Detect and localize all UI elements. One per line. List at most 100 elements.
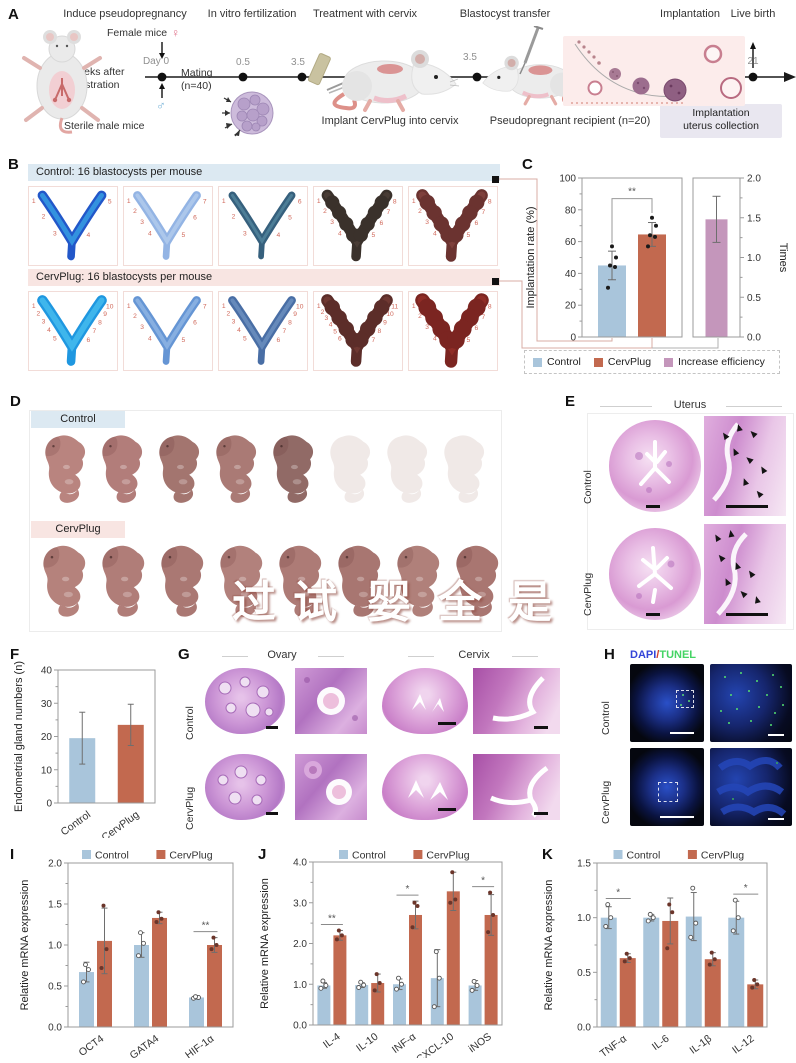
svg-text:40: 40 [565,269,577,280]
legend-label-efficiency: Increase efficiency [678,356,765,368]
svg-text:CervPlug: CervPlug [169,850,212,862]
control-group-header-text: Control: 16 blastocysts per mouse [36,166,203,178]
scale-bar [438,808,456,811]
scale-bar [726,505,768,508]
tunel-positive-dot [750,720,752,722]
recipient-mouse-illustration [482,55,582,106]
svg-text:6: 6 [87,337,91,344]
svg-text:3: 3 [425,324,429,331]
arrowhead-marker [727,529,735,538]
pup-image-faded [444,435,485,503]
uterus-photo: 1 2 3 4 5 6 7 8 9 10 [218,291,308,371]
svg-text:0.0: 0.0 [577,1023,591,1034]
legend-label-cervplug: CervPlug [607,356,652,368]
chart-I: OCT4 GATA4 HIF-1α 0.0 0.5 1.0 1.5 2.0 Relative m… [19,850,234,1058]
ovary-control-zoom-image [295,668,367,734]
bar-IL-4-Control [317,985,331,1025]
svg-text:6: 6 [474,220,478,227]
svg-text:7: 7 [203,199,207,206]
panel-j-label: J [258,846,267,863]
svg-text:5: 5 [53,336,57,343]
scale-bar [646,613,660,616]
bar-GATA4-CervPlug [152,917,167,1027]
svg-text:1.0: 1.0 [747,253,761,264]
svg-text:Control: Control [59,809,93,838]
svg-text:*: * [406,884,410,895]
svg-text:7: 7 [203,304,207,311]
svg-text:3: 3 [330,219,334,226]
svg-text:11: 11 [391,304,398,311]
svg-text:2: 2 [133,313,137,320]
tunel-positive-dot [688,700,690,702]
svg-text:5: 5 [243,336,247,343]
svg-text:5: 5 [182,337,186,344]
ovary-column-title: Ovary [267,649,297,661]
svg-text:Relative mRNA expression: Relative mRNA expression [259,878,271,1009]
svg-text:Endometrial gland numbers (n): Endometrial gland numbers (n) [13,661,25,812]
stage-title-livebirth: Live birth [730,8,776,20]
svg-text:HIF-1α: HIF-1α [183,1033,216,1058]
bar-IL-1β-Control [685,916,702,1027]
tunel-positive-dot [730,694,732,696]
uterus-histology-box [587,413,794,630]
svg-text:100: 100 [559,174,576,185]
svg-text:1: 1 [222,198,226,205]
scale-bar [660,816,694,818]
uterus-photo: 1 2 3 4 5 6 7 8 9 10 [28,291,118,371]
scale-bar [438,722,456,725]
pup-image [43,545,86,617]
scale-bar [534,812,548,815]
svg-text:2: 2 [37,310,41,317]
svg-text:10: 10 [296,304,304,311]
sterile-male-label: Sterile male mice [64,120,145,132]
legend-swatch-control [533,357,542,367]
recipient-caption: Pseudopregnant recipient (n=20) [489,115,651,127]
svg-text:0: 0 [46,799,52,810]
scale-bar [768,818,784,820]
bar-TNF-α-Control [600,917,617,1027]
scale-bar [768,734,784,736]
svg-text:80: 80 [565,205,577,216]
svg-text:6: 6 [193,319,197,326]
legend-label-control: Control [547,356,581,368]
bar-HIF-1α-CervPlug [207,945,222,1027]
tunel-positive-dot [682,694,684,696]
pup-image-faded [387,435,428,503]
pups-panel-box [29,410,502,632]
pup-image [102,435,143,503]
svg-text:1: 1 [32,303,36,310]
bar-GATA4-Control [134,945,149,1027]
svg-text:0.5: 0.5 [48,982,62,993]
female-mice-label: Female mice [107,27,168,39]
bar-IL-1β-CervPlug [704,959,721,1027]
svg-text:9: 9 [103,311,107,318]
uterus-control-inset-image [704,416,786,516]
tunel-positive-dot [736,708,738,710]
svg-text:3: 3 [243,231,247,238]
stage-title-treatment: Treatment with cervix [312,8,418,20]
svg-text:4: 4 [148,336,152,343]
svg-text:6: 6 [193,214,197,221]
svg-text:5: 5 [372,232,376,239]
legend-item-cervplug: CervPlug [593,356,652,368]
svg-text:Control: Control [627,850,661,862]
svg-text:2: 2 [418,313,422,320]
panel-a-label: A [8,6,19,23]
male-symbol: ♂ [156,98,166,113]
tunel-cervplug-label: CervPlug [600,780,612,824]
svg-text:8: 8 [488,199,492,206]
svg-text:4.0: 4.0 [293,858,307,869]
svg-text:**: ** [628,187,636,198]
svg-text:6: 6 [379,220,383,227]
svg-text:3: 3 [140,219,144,226]
svg-text:Implantation rate (%): Implantation rate (%) [525,206,537,308]
pup-image [279,545,322,617]
svg-text:iNOS: iNOS [467,1031,494,1055]
svg-text:8: 8 [98,319,102,326]
tunel-positive-dot [732,798,734,800]
svg-text:Control: Control [352,850,386,862]
